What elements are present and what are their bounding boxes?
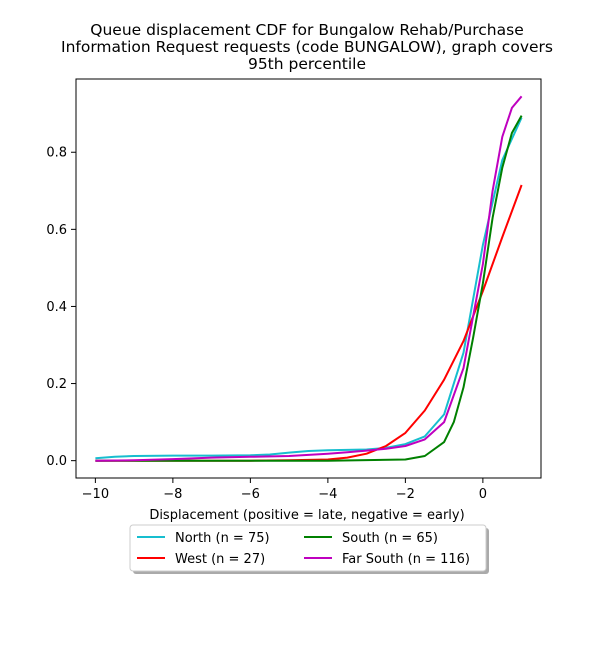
series-line-north (95, 117, 523, 460)
chart-title: Queue displacement CDF for Bungalow Reha… (61, 21, 553, 73)
legend-label-south: South (n = 65) (342, 531, 438, 546)
x-tick-label: −10 (82, 487, 109, 502)
y-tick-label: 0.8 (46, 146, 67, 161)
series-line-west (95, 184, 523, 462)
legend-box (129, 524, 487, 572)
plot-area (95, 95, 523, 462)
chart-title-line-3: 95th percentile (248, 55, 366, 73)
plot-frame (75, 78, 542, 479)
chart-title-line-2: Information Request requests (code BUNGA… (61, 38, 553, 56)
series-line-far-south (95, 95, 523, 462)
legend-label-far-south: Far South (n = 116) (342, 552, 470, 567)
axes: −10 −8 −6 −4 −2 0 0.0 0.2 0.4 0.6 0.8 (46, 78, 542, 502)
legend-label-west: West (n = 27) (175, 552, 265, 567)
legend-label-north: North (n = 75) (175, 531, 270, 546)
x-tick-label: −4 (318, 487, 337, 502)
x-axis-label: Displacement (positive = late, negative … (149, 508, 464, 523)
chart-title-line-1: Queue displacement CDF for Bungalow Reha… (90, 21, 523, 39)
x-tick-label: −8 (163, 487, 182, 502)
series-line-south (95, 115, 523, 462)
y-tick-label: 0.0 (46, 454, 67, 469)
legend: North (n = 75) West (n = 27) South (n = … (129, 524, 489, 574)
y-tick-label: 0.2 (46, 377, 67, 392)
x-tick-label: 0 (479, 487, 487, 502)
y-tick-label: 0.6 (46, 223, 67, 238)
y-tick-label: 0.4 (46, 300, 67, 315)
x-tick-label: −6 (241, 487, 260, 502)
x-tick-label: −2 (396, 487, 415, 502)
